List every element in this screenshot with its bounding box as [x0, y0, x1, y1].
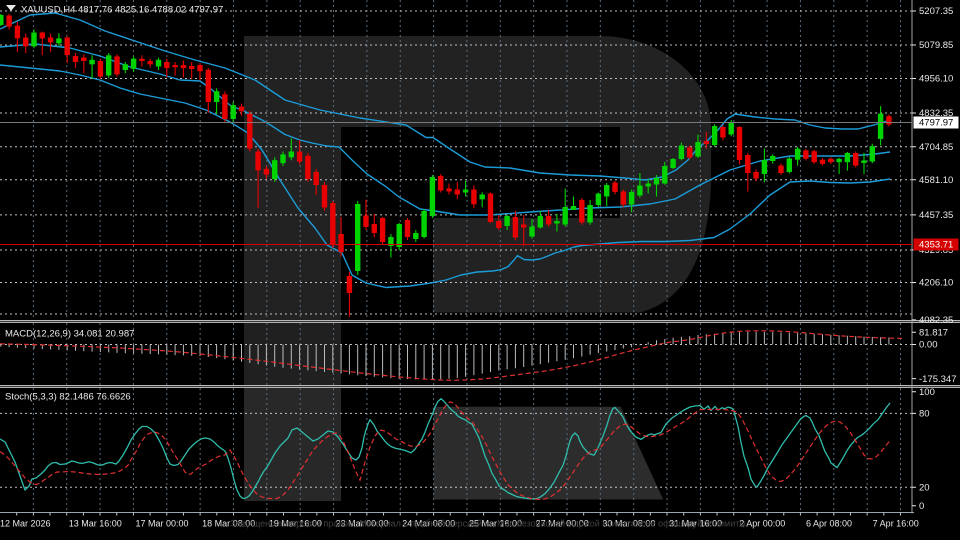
svg-text:4832.35: 4832.35	[919, 108, 953, 119]
svg-text:4082.35: 4082.35	[919, 315, 953, 326]
svg-text:25 Mar 16:00: 25 Mar 16:00	[469, 519, 522, 529]
svg-text:18 Mar 08:00: 18 Mar 08:00	[202, 519, 255, 529]
svg-text:81.817: 81.817	[919, 327, 948, 338]
svg-text:Защищено авторским правом. Мат: Защищено авторским правом. Материал с пр…	[230, 519, 746, 529]
svg-text:20: 20	[919, 483, 930, 494]
svg-text:12 Mar 2026: 12 Mar 2026	[0, 519, 51, 529]
svg-text:30 Mar 08:00: 30 Mar 08:00	[602, 519, 655, 529]
svg-text:XAUUSD,H4 4817.76 4825.16 4788: XAUUSD,H4 4817.76 4825.16 4788.02 4797.9…	[21, 5, 223, 16]
svg-text:4704.85: 4704.85	[919, 142, 953, 153]
svg-text:24 Mar 08:00: 24 Mar 08:00	[402, 519, 455, 529]
svg-text:17 Mar 00:00: 17 Mar 00:00	[135, 519, 188, 529]
svg-text:Stoch(5,3,3) 82.1486 76.6626: Stoch(5,3,3) 82.1486 76.6626	[5, 392, 131, 403]
svg-text:6 Apr 08:00: 6 Apr 08:00	[806, 519, 852, 529]
svg-text:5207.35: 5207.35	[919, 6, 953, 17]
svg-text:4581.10: 4581.10	[919, 175, 953, 186]
svg-text:100: 100	[919, 387, 935, 398]
svg-text:4797.97: 4797.97	[919, 118, 953, 129]
svg-text:4956.10: 4956.10	[919, 74, 953, 85]
svg-text:4457.35: 4457.35	[919, 210, 953, 221]
svg-text:2 Apr 00:00: 2 Apr 00:00	[739, 519, 785, 529]
svg-text:0: 0	[919, 501, 924, 512]
svg-text:MACD(12,26,9) 34.081 20.987: MACD(12,26,9) 34.081 20.987	[5, 329, 134, 340]
svg-text:4329.85: 4329.85	[919, 245, 953, 256]
svg-text:5079.85: 5079.85	[919, 40, 953, 51]
svg-text:0.00: 0.00	[919, 340, 938, 351]
svg-text:7 Apr 16:00: 7 Apr 16:00	[873, 519, 919, 529]
svg-text:4353.71: 4353.71	[919, 240, 953, 251]
svg-text:19 Mar 16:00: 19 Mar 16:00	[269, 519, 322, 529]
svg-text:23 Mar 00:00: 23 Mar 00:00	[336, 519, 389, 529]
svg-text:80: 80	[919, 409, 930, 420]
svg-text:31 Mar 16:00: 31 Mar 16:00	[669, 519, 722, 529]
svg-text:-175.347: -175.347	[919, 374, 957, 385]
svg-text:13 Mar 16:00: 13 Mar 16:00	[69, 519, 122, 529]
svg-text:4206.10: 4206.10	[919, 278, 953, 289]
svg-text:27 Mar 00:00: 27 Mar 00:00	[536, 519, 589, 529]
